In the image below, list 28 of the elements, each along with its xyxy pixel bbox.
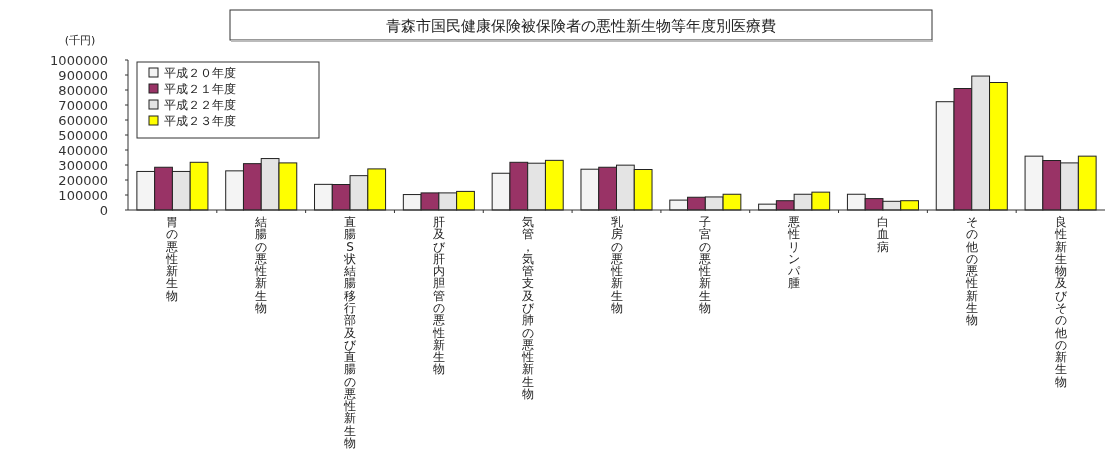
y-tick-label: 300000 bbox=[58, 158, 108, 173]
x-tick-label: 胃の悪性新生物 bbox=[166, 215, 179, 303]
legend-label: 平成２１年度 bbox=[164, 82, 236, 96]
y-tick-label: 1000000 bbox=[50, 53, 108, 68]
x-tick-label: その他の悪性新生物 bbox=[965, 215, 978, 328]
y-tick-label: 600000 bbox=[58, 113, 108, 128]
x-tick-label: 子宮の悪性新生物 bbox=[699, 215, 712, 315]
x-tick-label: 肝及び肝内胆管の悪性新生物 bbox=[432, 215, 445, 377]
y-axis-title: (千円) bbox=[64, 34, 96, 47]
y-tick-label: 200000 bbox=[58, 173, 108, 188]
y-tick-label: 100000 bbox=[58, 188, 108, 203]
y-tick-label: 0 bbox=[99, 203, 108, 218]
legend-label: 平成２３年度 bbox=[164, 114, 236, 128]
x-tick-label: 白血病 bbox=[876, 215, 889, 254]
legend-label: 平成２２年度 bbox=[164, 98, 236, 112]
x-tick-label: 直腸S状結腸移行部及び直腸の悪性新生物 bbox=[344, 215, 357, 450]
chart-title: 青森市国民健康保険被保険者の悪性新生物等年度別医療費 bbox=[386, 17, 776, 35]
legend-label: 平成２０年度 bbox=[164, 66, 236, 80]
y-tick-label: 400000 bbox=[58, 143, 108, 158]
x-tick-label: 悪性リンパ腫 bbox=[788, 215, 801, 291]
y-tick-label: 800000 bbox=[58, 83, 108, 98]
y-tick-label: 700000 bbox=[58, 98, 108, 113]
x-tick-label: 気管，気管支及び肺の悪性新生物 bbox=[521, 215, 534, 401]
x-tick-label: 乳房の悪性新生物 bbox=[610, 215, 623, 315]
x-tick-label: 良性新生物及びその他の新生物 bbox=[1054, 215, 1067, 389]
y-tick-label: 900000 bbox=[58, 68, 108, 83]
y-tick-label: 500000 bbox=[58, 128, 108, 143]
x-tick-label: 結腸の悪性新生物 bbox=[255, 215, 268, 315]
